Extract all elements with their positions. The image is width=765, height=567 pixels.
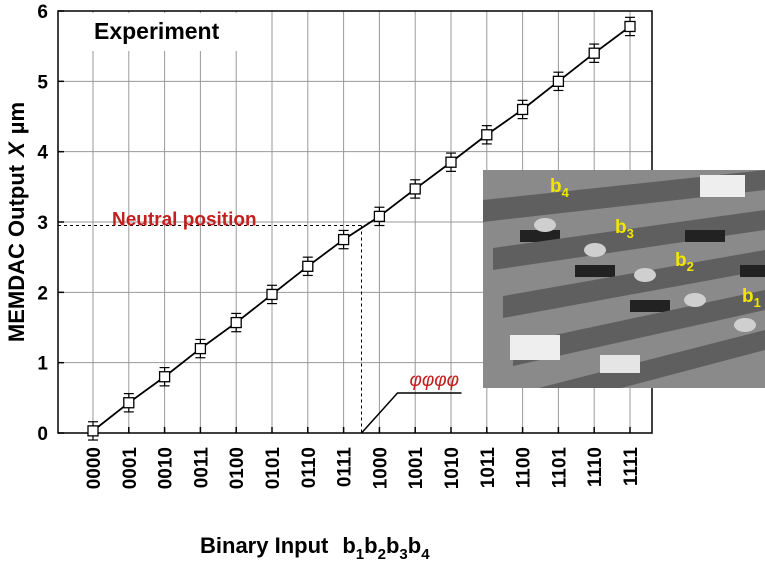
x-tick-label: 1110 xyxy=(585,447,606,487)
data-line xyxy=(92,25,631,432)
marker xyxy=(158,371,171,383)
inset-label-base: b xyxy=(550,176,562,197)
photo-strip xyxy=(513,290,765,366)
marker xyxy=(373,210,386,223)
x-tick-label: 1111 xyxy=(621,447,642,487)
marker xyxy=(337,233,350,246)
x-tick-label: 0110 xyxy=(299,447,320,488)
marker xyxy=(481,129,493,141)
marker xyxy=(409,183,421,195)
x-label-sub: 1 xyxy=(356,546,364,563)
y-tick-label: 3 xyxy=(37,213,48,234)
photo-bump xyxy=(584,243,606,257)
marker xyxy=(123,397,135,409)
y-label-var: X xyxy=(4,141,29,159)
x-tick-label: 1011 xyxy=(478,447,499,489)
photo-bump xyxy=(534,218,556,232)
photo-bump xyxy=(684,293,706,307)
y-tick-label: 0 xyxy=(37,424,48,445)
y-tick-label: 1 xyxy=(37,354,48,375)
photo-pad xyxy=(520,230,560,242)
x-tick-label: 1001 xyxy=(406,447,427,490)
x-label-var: b xyxy=(386,533,399,558)
marker xyxy=(302,260,314,272)
neutral-label: Neutral position xyxy=(112,210,257,231)
inset-label: b3 xyxy=(615,217,634,241)
marker xyxy=(624,20,636,33)
x-label-var: b xyxy=(364,533,377,558)
photo-strip xyxy=(493,210,765,270)
x-tick-label: 0001 xyxy=(120,447,141,490)
photo-bump xyxy=(734,318,756,332)
photo-white xyxy=(600,355,640,373)
x-tick-label: 0010 xyxy=(156,447,177,489)
marker xyxy=(266,288,278,301)
inset-label: b1 xyxy=(742,286,761,310)
y-axis-label: MEMDAC Output Xµm xyxy=(4,102,29,342)
x-tick-label: 1000 xyxy=(370,447,391,489)
inset-label-sub: 3 xyxy=(627,226,634,241)
photo-bump xyxy=(634,268,656,282)
y-label-main: MEMDAC Output xyxy=(4,164,29,342)
marker xyxy=(552,75,565,87)
photo-pad xyxy=(740,265,765,277)
photo-strip xyxy=(538,330,765,388)
inset-label-sub: 2 xyxy=(687,259,694,274)
y-tick-label: 4 xyxy=(37,143,48,164)
x-tick-label: 0111 xyxy=(335,447,356,488)
photo-strip xyxy=(503,250,765,318)
photo-strip xyxy=(483,170,765,222)
inset-label-sub: 1 xyxy=(754,295,761,310)
legend-text: Experiment xyxy=(94,18,220,44)
x-tick-label: 1101 xyxy=(549,447,570,489)
x-tick-label: 1100 xyxy=(514,447,535,488)
x-label-var: b xyxy=(408,533,421,558)
phase-label: φφφφ xyxy=(410,370,460,391)
marker xyxy=(87,425,99,437)
inset-label: b4 xyxy=(550,176,570,200)
phase-step xyxy=(360,392,462,434)
y-tick-label: 6 xyxy=(37,2,48,23)
x-label-var: b xyxy=(342,533,355,558)
photo-white xyxy=(700,175,745,197)
inset-label-base: b xyxy=(742,286,754,307)
marker xyxy=(516,103,529,116)
x-label-sub: 4 xyxy=(421,546,430,563)
photo-white xyxy=(510,335,560,360)
inset-label-base: b xyxy=(675,250,687,271)
inset-label-sub: 4 xyxy=(562,185,570,200)
x-tick-label: 0011 xyxy=(191,447,212,489)
x-tick-label: 0000 xyxy=(84,447,105,489)
x-tick-label: 0100 xyxy=(227,447,248,489)
inset-label-base: b xyxy=(615,217,627,238)
y-tick-label: 2 xyxy=(37,283,48,304)
photo-pad xyxy=(685,230,725,242)
x-label-main: Binary Input xyxy=(200,533,329,558)
inset-label: b2 xyxy=(675,250,694,274)
marker xyxy=(194,342,207,355)
photo-pad xyxy=(575,265,615,277)
x-axis-label: Binary Input b1b2b3b4 xyxy=(200,533,430,563)
x-tick-label: 0101 xyxy=(263,447,284,490)
x-label-sub: 3 xyxy=(399,546,407,563)
marker xyxy=(445,156,457,168)
legend-box xyxy=(78,13,258,51)
photo-pad xyxy=(630,300,670,312)
x-tick-label: 1010 xyxy=(442,447,463,489)
x-label-sub: 2 xyxy=(378,546,386,563)
marker xyxy=(588,47,600,59)
y-tick-label: 5 xyxy=(37,72,48,93)
y-label-unit: µm xyxy=(4,102,29,134)
marker xyxy=(230,316,242,329)
